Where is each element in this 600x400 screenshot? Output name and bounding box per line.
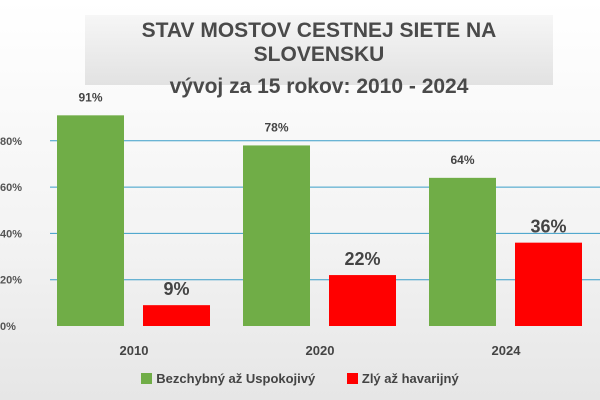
bar-bad-2024	[515, 242, 582, 326]
bar-bad-2020	[329, 275, 396, 326]
title-box: STAV MOSTOV CESTNEJ SIETE NA SLOVENSKU v…	[85, 15, 553, 98]
legend-swatch-red	[346, 373, 358, 384]
y-tick-label: 0%	[0, 321, 16, 333]
y-tick-label: 60%	[0, 182, 22, 194]
data-label: 64%	[450, 153, 474, 167]
bar-bad-2010	[143, 305, 210, 326]
bar-good-2020	[243, 145, 310, 326]
x-tick-label: 2024	[492, 343, 522, 358]
y-tick-label: 80%	[0, 136, 22, 148]
legend-item-good: Bezchybný až Uspokojivý	[141, 371, 315, 386]
x-tick-label: 2010	[120, 343, 149, 358]
chart-subtitle: vývoj za 15 rokov: 2010 - 2024	[169, 75, 469, 98]
data-label: 91%	[78, 90, 102, 104]
bar-good-2010	[57, 115, 124, 327]
x-tick-label: 2020	[306, 343, 335, 358]
legend-swatch-green	[141, 373, 153, 384]
data-label: 78%	[264, 120, 288, 134]
data-label: 22%	[344, 249, 380, 269]
legend: Bezchybný až Uspokojivý Zlý až havarijný	[0, 371, 600, 386]
legend-item-bad: Zlý až havarijný	[346, 371, 459, 386]
data-label: 9%	[163, 279, 189, 299]
bar-good-2024	[429, 177, 496, 326]
legend-label: Zlý až havarijný	[361, 371, 459, 386]
y-tick-label: 20%	[0, 275, 22, 287]
y-tick-label: 40%	[0, 228, 22, 240]
data-label: 36%	[530, 217, 566, 237]
legend-label: Bezchybný až Uspokojivý	[156, 371, 316, 386]
chart-title: STAV MOSTOV CESTNEJ SIETE NA SLOVENSKU	[141, 19, 497, 66]
